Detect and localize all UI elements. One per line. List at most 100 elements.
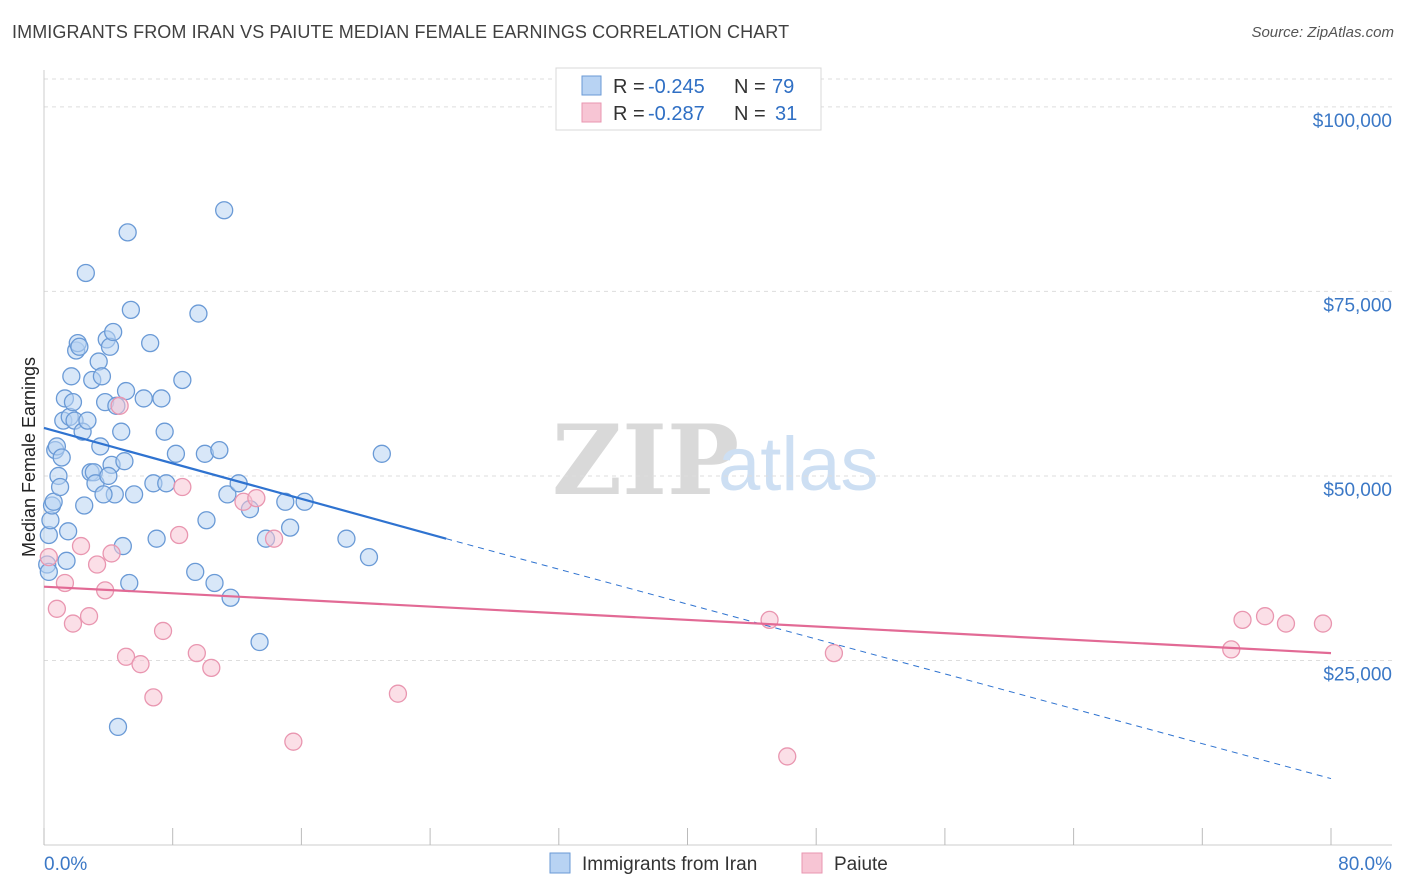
legend-swatch-paiute xyxy=(581,102,602,123)
point-iran xyxy=(155,422,174,441)
y-tick-labels: $25,000 $50,000 $75,000 $100,000 xyxy=(1313,111,1392,686)
point-paiute xyxy=(79,607,99,626)
chart-title: IMMIGRANTS FROM IRAN VS PAIUTE MEDIAN FE… xyxy=(12,22,790,42)
point-iran xyxy=(210,440,229,460)
point-iran xyxy=(121,300,141,320)
point-paiute xyxy=(39,547,58,567)
point-iran xyxy=(94,485,113,504)
point-paiute xyxy=(388,684,408,703)
legend-r-label-iran: R = xyxy=(613,76,645,98)
point-iran xyxy=(91,437,110,456)
legend-n-label-iran: N = xyxy=(734,76,766,98)
point-iran xyxy=(92,367,112,386)
legend-n-label-paiute: N = xyxy=(734,103,766,125)
legend-n-value-paiute: 31 xyxy=(775,103,797,125)
point-iran xyxy=(63,392,83,412)
point-paiute xyxy=(144,688,163,707)
series-iran-points xyxy=(38,201,391,737)
point-iran xyxy=(52,448,71,467)
point-paiute xyxy=(824,643,844,663)
point-paiute xyxy=(778,747,797,766)
y-axis-title: Median Female Earnings xyxy=(19,357,39,557)
x-tick-label-max: 80.0% xyxy=(1338,854,1392,875)
legend-r-value-iran: -0.245 xyxy=(648,76,705,98)
point-iran xyxy=(221,588,240,607)
point-iran xyxy=(173,370,192,390)
point-iran xyxy=(70,337,89,356)
point-paiute xyxy=(63,614,83,633)
point-paiute xyxy=(102,544,121,563)
point-paiute xyxy=(187,643,206,663)
point-paiute xyxy=(247,488,266,508)
point-iran xyxy=(100,337,120,356)
point-iran xyxy=(76,263,95,283)
point-iran xyxy=(115,452,134,471)
point-paiute xyxy=(153,621,173,641)
y-tick-label: $25,000 xyxy=(1323,664,1392,685)
point-iran xyxy=(166,444,186,463)
point-iran xyxy=(57,551,76,570)
point-iran xyxy=(280,518,300,537)
point-iran xyxy=(108,717,128,737)
point-iran xyxy=(186,562,205,582)
point-paiute xyxy=(1313,614,1333,633)
point-iran xyxy=(62,367,81,386)
point-paiute xyxy=(1276,614,1296,633)
point-iran xyxy=(75,496,94,515)
trend-line-paiute xyxy=(43,585,1332,655)
trend-lines xyxy=(43,426,1332,780)
point-iran xyxy=(112,422,131,441)
point-iran xyxy=(337,529,356,548)
point-paiute xyxy=(169,525,189,545)
bottom-legend-swatch-paiute xyxy=(801,852,823,874)
bottom-legend-label-paiute: Paiute xyxy=(834,854,888,875)
x-axis-ticks xyxy=(43,828,1332,845)
point-paiute xyxy=(173,477,192,497)
point-iran xyxy=(250,632,269,652)
point-paiute xyxy=(71,536,91,556)
point-iran xyxy=(157,474,176,493)
point-paiute xyxy=(1222,640,1241,659)
legend-r-value-paiute: -0.287 xyxy=(648,103,705,125)
point-iran xyxy=(124,485,144,504)
y-tick-label: $75,000 xyxy=(1323,295,1392,316)
source-label: Source: ZipAtlas.com xyxy=(1251,24,1394,41)
point-paiute xyxy=(264,529,284,548)
point-paiute xyxy=(47,599,67,618)
point-paiute xyxy=(202,658,221,678)
top-legend: R = -0.245 N = 79 R = -0.287 N = 31 xyxy=(555,67,822,131)
point-paiute xyxy=(1233,610,1252,630)
point-iran xyxy=(50,477,70,497)
y-tick-label: $100,000 xyxy=(1313,111,1392,132)
x-tick-label-min: 0.0% xyxy=(44,854,87,875)
point-iran xyxy=(58,522,78,541)
point-iran xyxy=(189,304,208,323)
series-paiute-points xyxy=(39,396,1333,766)
point-iran xyxy=(104,322,123,342)
point-iran xyxy=(99,466,118,486)
point-iran xyxy=(141,333,160,353)
point-iran xyxy=(118,223,137,242)
legend-swatch-iran xyxy=(581,75,602,96)
point-iran xyxy=(89,352,108,371)
point-iran xyxy=(120,573,139,593)
gridlines xyxy=(44,78,1392,661)
trend-line-iran xyxy=(43,426,447,540)
point-iran xyxy=(205,573,224,593)
bottom-legend: Immigrants from Iran Paiute xyxy=(549,852,888,875)
y-tick-label: $50,000 xyxy=(1323,480,1392,501)
watermark-zip: ZIP xyxy=(552,404,739,517)
point-iran xyxy=(218,485,237,504)
trend-line-iran-extension xyxy=(446,538,1332,780)
point-paiute xyxy=(760,610,779,630)
point-paiute xyxy=(284,732,303,751)
point-iran xyxy=(215,201,234,220)
point-paiute xyxy=(1255,607,1275,626)
point-iran xyxy=(372,444,391,463)
point-iran xyxy=(147,529,166,548)
point-paiute xyxy=(110,396,129,415)
point-iran xyxy=(152,389,171,408)
point-iran xyxy=(134,389,153,408)
point-iran xyxy=(359,547,379,567)
